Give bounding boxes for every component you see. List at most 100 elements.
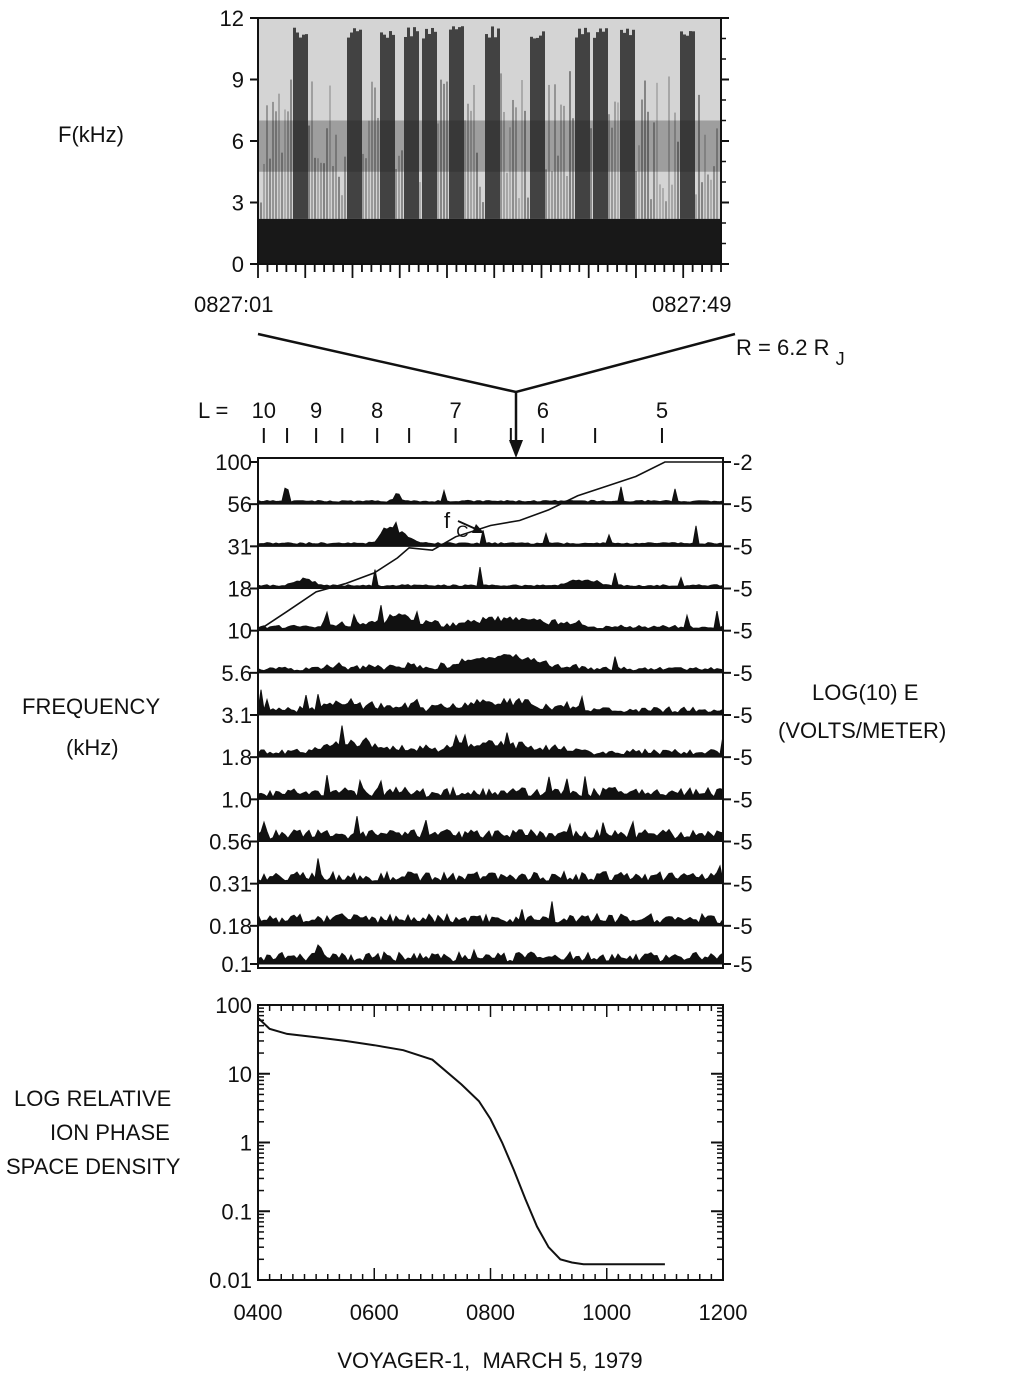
spectrogram-column bbox=[500, 73, 502, 219]
spectrogram-column bbox=[380, 32, 383, 219]
density-x-tick-label: 1200 bbox=[699, 1300, 748, 1325]
spectrogram-column bbox=[617, 102, 619, 219]
density-y-tick-label: 0.1 bbox=[221, 1199, 252, 1224]
channel-trace bbox=[257, 521, 724, 547]
channel-trace bbox=[257, 858, 724, 885]
channel-trace bbox=[257, 725, 724, 758]
spectrogram-column bbox=[437, 123, 439, 219]
spectrogram-column bbox=[695, 194, 697, 219]
spectrogram-y-tick-label: 0 bbox=[232, 252, 244, 277]
spectrogram-column bbox=[623, 32, 626, 219]
channel-label: 31 bbox=[228, 534, 252, 559]
spectrogram-column bbox=[458, 27, 461, 219]
spectrogram-column bbox=[578, 28, 581, 219]
spectrogram-column bbox=[479, 186, 481, 219]
spectrogram-column bbox=[656, 82, 658, 219]
spectrogram-column bbox=[491, 26, 494, 219]
spectrogram-column bbox=[341, 195, 343, 219]
radial-distance-subscript: J bbox=[836, 349, 845, 369]
channel-label: 5.6 bbox=[221, 661, 252, 686]
spectrogram-column bbox=[446, 81, 448, 219]
spectrogram-column bbox=[263, 163, 265, 219]
spectrogram-y-tick-label: 3 bbox=[232, 191, 244, 216]
spectrogram-column bbox=[428, 33, 431, 219]
channel-label: 100 bbox=[215, 450, 252, 475]
spectrogram-column bbox=[284, 109, 286, 219]
spectrogram-column bbox=[638, 145, 640, 219]
spectrogram-column bbox=[317, 158, 319, 219]
spectrogram-column bbox=[521, 80, 523, 219]
spectrogram-column bbox=[512, 99, 514, 219]
channel-scale-label: -2 bbox=[733, 450, 753, 475]
density-y-tick-label: 0.01 bbox=[209, 1268, 252, 1293]
spectrogram-column bbox=[545, 169, 547, 219]
spectrogram-column bbox=[335, 134, 337, 219]
channel-frequency-labels: 100 56 31 18 10 5.6 3.1 1.8 1.0 0.56 0.31 0.18 0.1 bbox=[209, 450, 258, 977]
spectrogram-column bbox=[389, 31, 392, 219]
channel-scale-label: -5 bbox=[733, 872, 753, 897]
spectrogram-column bbox=[347, 37, 350, 219]
spectrogram-x-ticks bbox=[257, 264, 722, 278]
spectrogram-column bbox=[635, 171, 637, 219]
l-shell-label: 6 bbox=[537, 398, 549, 423]
fc-label: f C bbox=[444, 508, 469, 541]
l-shell-label: 8 bbox=[371, 398, 383, 423]
spectrogram-column bbox=[677, 141, 679, 219]
spectrogram-column bbox=[443, 83, 445, 219]
spectrogram-column bbox=[548, 84, 550, 219]
spectrogram-column bbox=[362, 153, 364, 219]
spectrogram-column bbox=[407, 27, 410, 219]
spectrogram-column bbox=[518, 198, 520, 219]
zoom-arrow-head bbox=[509, 440, 523, 458]
l-shell-label: 10 bbox=[252, 398, 276, 423]
spectrogram-column bbox=[539, 35, 542, 219]
spectrogram-column bbox=[680, 31, 683, 219]
spectrogram-column bbox=[644, 80, 646, 219]
spectrogram-column bbox=[401, 150, 403, 219]
spectrogram-column bbox=[503, 111, 505, 219]
spectrogram-column bbox=[659, 184, 661, 219]
channel-scale-label: -5 bbox=[733, 534, 753, 559]
spectrogram-column bbox=[533, 38, 536, 219]
field-axis-label-line1: LOG(10) E bbox=[812, 680, 918, 705]
spectrogram-column bbox=[653, 122, 655, 219]
density-y-label-line1: LOG RELATIVE bbox=[14, 1086, 171, 1111]
spectrogram-column bbox=[410, 36, 413, 219]
spectrogram-end-time: 0827:49 bbox=[652, 292, 732, 317]
spectrogram-column bbox=[332, 166, 334, 219]
spectrogram-column bbox=[707, 174, 709, 219]
spectrogram-y-tick-label: 9 bbox=[232, 68, 244, 93]
spectrogram-column bbox=[668, 76, 670, 219]
spectrogram-column bbox=[488, 37, 491, 219]
channel-scale-label: -5 bbox=[733, 745, 753, 770]
spectrogram-column bbox=[590, 128, 592, 219]
channel-scale-label: -5 bbox=[733, 661, 753, 686]
spectrogram-column bbox=[290, 79, 292, 219]
spectrogram-column bbox=[626, 28, 629, 219]
channel-trace bbox=[257, 689, 724, 716]
field-axis-label-line2: (VOLTS/METER) bbox=[778, 718, 946, 743]
l-shell-label: 5 bbox=[656, 398, 668, 423]
mid-frequency-band bbox=[258, 120, 721, 172]
spectrogram-column bbox=[320, 162, 322, 219]
l-shell-label: 7 bbox=[450, 398, 462, 423]
spectrogram-column bbox=[485, 34, 488, 219]
spectrogram-column bbox=[374, 87, 376, 219]
spectrogram-column bbox=[560, 104, 562, 219]
spectrogram-column bbox=[365, 158, 367, 219]
radial-distance-note: R = 6.2 R J bbox=[736, 335, 845, 369]
channel-label: 0.56 bbox=[209, 830, 252, 855]
spectrogram-column bbox=[371, 81, 373, 219]
spectrogram-column bbox=[536, 37, 539, 219]
channel-scale-label: -5 bbox=[733, 577, 753, 602]
spectrogram-column bbox=[278, 93, 280, 219]
spectrogram-column bbox=[665, 201, 667, 219]
spectrogram-column bbox=[692, 31, 695, 219]
density-y-label-line3: SPACE DENSITY bbox=[6, 1154, 181, 1179]
spectrogram-column bbox=[569, 71, 571, 219]
spectrogram-column bbox=[509, 127, 511, 219]
radial-distance-text: R = 6.2 R bbox=[736, 335, 830, 360]
density-series-line bbox=[257, 1017, 665, 1266]
density-y-label-line2: ION PHASE bbox=[50, 1120, 170, 1145]
density-y-tick-label: 1 bbox=[240, 1131, 252, 1156]
